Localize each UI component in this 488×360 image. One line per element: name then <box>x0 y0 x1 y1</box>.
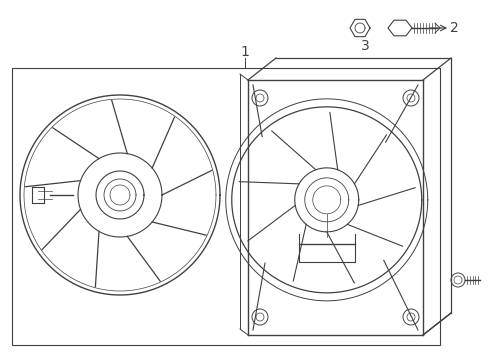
Text: 1: 1 <box>240 45 249 59</box>
Bar <box>12 68 439 345</box>
Text: 3: 3 <box>360 39 368 53</box>
Text: 2: 2 <box>449 21 458 35</box>
